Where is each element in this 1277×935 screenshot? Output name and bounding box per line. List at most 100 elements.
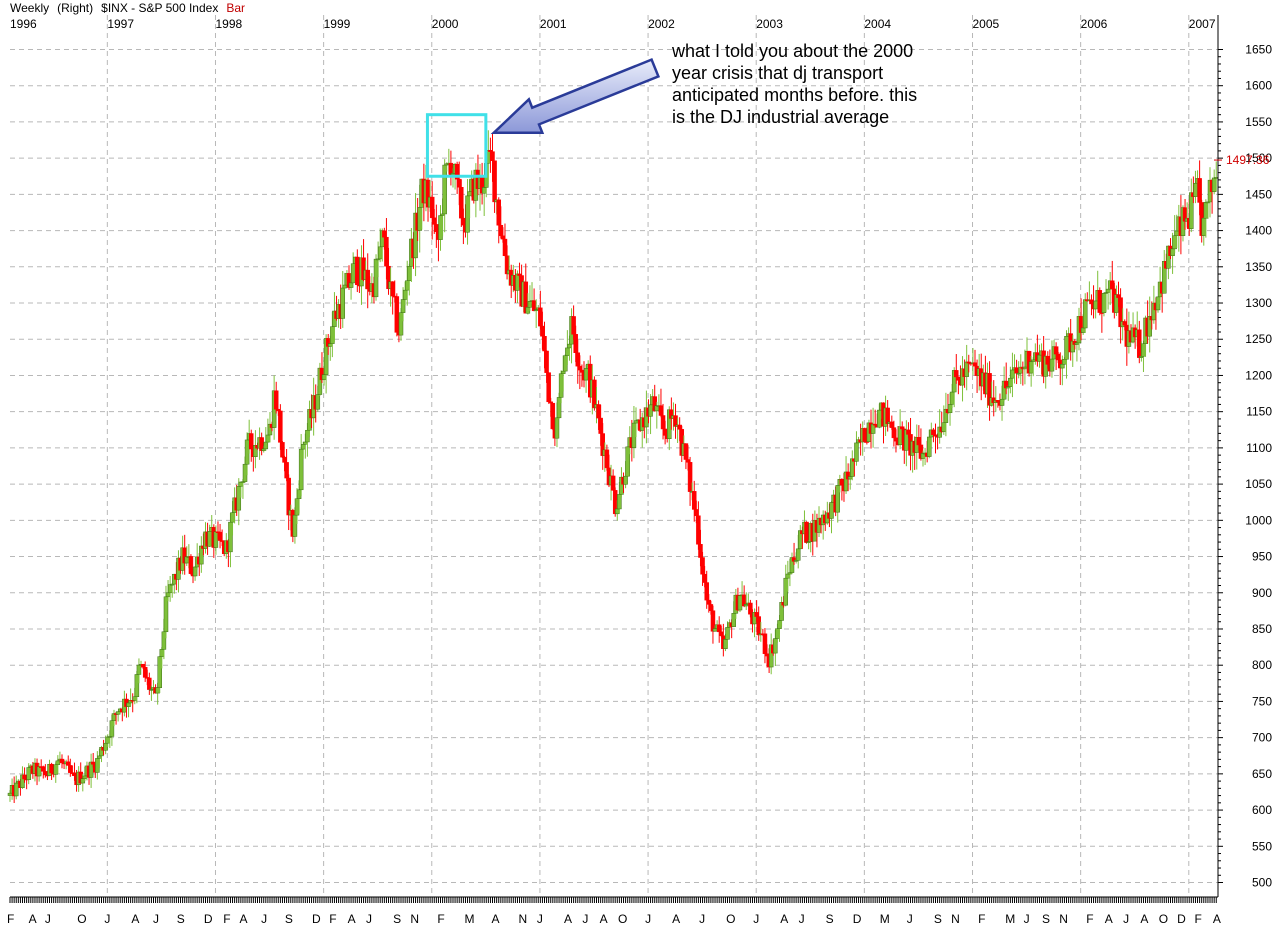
symbol-label: $INX - S&P 500 Index [101, 1, 219, 15]
price-candle [300, 444, 306, 450]
price-candle [694, 509, 699, 517]
price-candle [95, 758, 100, 773]
price-candle [999, 398, 1005, 406]
price-candle [294, 498, 300, 516]
price-candle [438, 215, 443, 240]
price-candle [390, 281, 395, 297]
year-label: 2004 [864, 17, 891, 31]
month-label: S [934, 912, 942, 926]
price-candle [847, 476, 853, 480]
price-candle [1089, 299, 1094, 305]
price-candle [105, 736, 110, 744]
y-tick-label: 1100 [1246, 441, 1272, 455]
month-label: F [7, 912, 14, 926]
price-candle [80, 778, 86, 784]
month-label: A [1213, 912, 1221, 926]
price-candle [575, 352, 581, 367]
price-candle [265, 434, 271, 443]
annotation-line: is the DJ industrial average [672, 107, 890, 127]
price-candle [1028, 361, 1034, 374]
price-candle [1037, 354, 1042, 362]
y-tick-label: 500 [1252, 876, 1272, 890]
price-candle [592, 379, 597, 409]
price-candle [249, 433, 254, 450]
price-candle [1080, 327, 1086, 333]
month-label: A [1105, 912, 1113, 926]
annotation-line: year crisis that dj transport [672, 63, 884, 83]
price-candle [213, 531, 219, 548]
price-candle [795, 548, 801, 561]
y-tick-label: 1150 [1246, 405, 1272, 419]
month-label: A [491, 912, 499, 926]
price-candle [26, 767, 31, 780]
price-candle [899, 426, 905, 430]
price-candle [97, 755, 102, 759]
y-tick-label: 1650 [1245, 42, 1272, 56]
price-candle [298, 448, 304, 491]
price-candle [877, 409, 882, 428]
month-label: A [240, 912, 248, 926]
price-candle [623, 475, 628, 485]
month-label: O [77, 912, 86, 926]
price-candle [748, 602, 753, 615]
month-label: S [826, 912, 834, 926]
y-tick-label: 800 [1252, 658, 1272, 672]
price-candle [702, 573, 707, 583]
month-label: N [519, 912, 528, 926]
price-candle [55, 760, 61, 765]
annotation-arrow [490, 57, 661, 135]
price-candle [136, 664, 142, 675]
price-candle [192, 566, 198, 577]
price-candle [615, 508, 620, 515]
price-candle [1174, 230, 1179, 236]
price-candle [542, 336, 547, 352]
price-candle [700, 557, 705, 575]
price-candle [1201, 217, 1207, 236]
price-candle [59, 758, 65, 764]
month-label: A [1140, 912, 1148, 926]
price-candle [273, 390, 279, 410]
price-candle [65, 761, 71, 766]
month-label: O [1159, 912, 1168, 926]
price-candle [1122, 321, 1127, 326]
price-candle [207, 531, 212, 547]
price-candle [804, 521, 809, 543]
price-candle [165, 592, 171, 598]
price-candle [394, 296, 400, 333]
year-label: 2001 [540, 17, 567, 31]
price-candle [596, 404, 601, 419]
year-label: 1996 [10, 17, 37, 31]
y-tick-label: 950 [1252, 550, 1272, 564]
price-candle [731, 613, 737, 627]
price-candle [558, 373, 564, 398]
y-tick-label: 1450 [1245, 187, 1272, 201]
price-candle [515, 273, 520, 291]
y-tick-label: 1000 [1245, 513, 1272, 527]
month-label: S [285, 912, 293, 926]
price-candle [610, 475, 616, 491]
y-tick-label: 1250 [1245, 332, 1272, 346]
price-candle [1137, 329, 1142, 358]
year-label: 2003 [756, 17, 783, 31]
price-candle [941, 422, 947, 432]
price-candle [658, 405, 664, 416]
price-candle [754, 612, 759, 617]
price-candle [373, 258, 379, 298]
month-label: J [907, 912, 913, 926]
price-candle [954, 370, 959, 378]
month-label: A [29, 912, 37, 926]
price-candle [461, 217, 466, 226]
price-candle [467, 191, 472, 197]
price-bars [7, 130, 1219, 804]
arrow-shape [490, 57, 661, 135]
month-label: O [618, 912, 627, 926]
price-candle [342, 284, 348, 289]
price-candle [579, 369, 585, 373]
month-label: D [1177, 912, 1186, 926]
month-label: A [131, 912, 139, 926]
month-label: J [645, 912, 651, 926]
month-label: O [726, 912, 735, 926]
y-tick-label: 1300 [1245, 296, 1272, 310]
price-candle [115, 711, 121, 715]
